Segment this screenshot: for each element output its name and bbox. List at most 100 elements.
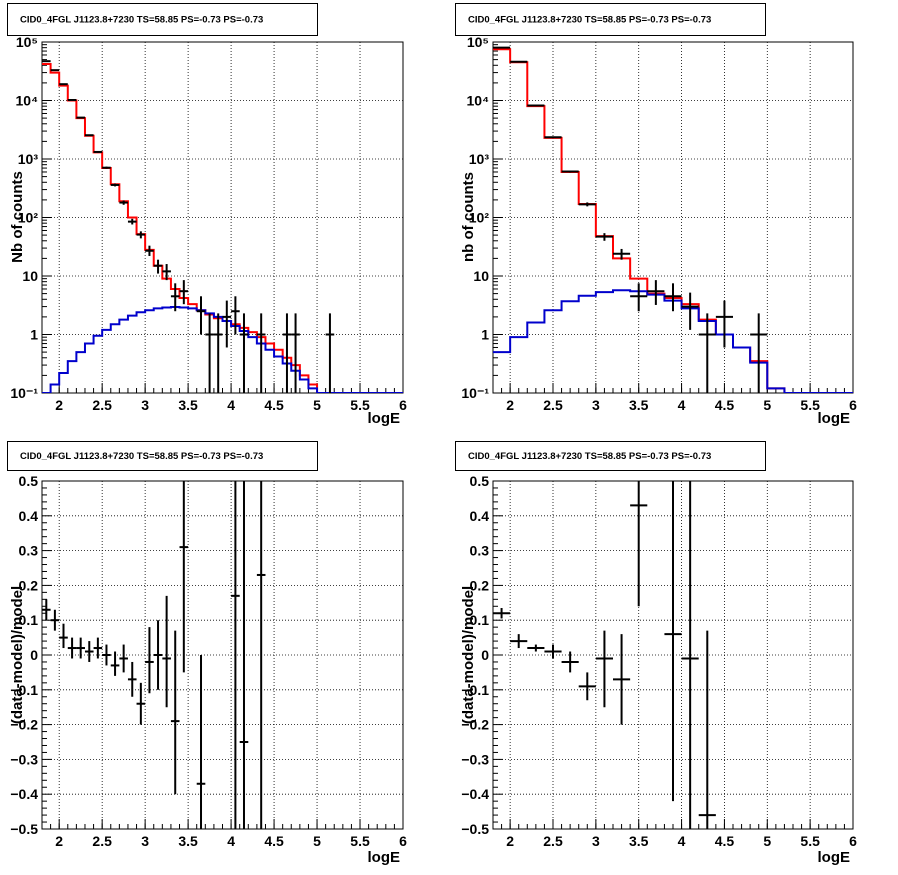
data-point <box>145 627 154 694</box>
y-tick-label: 10⁵ <box>16 34 38 50</box>
y-tick-label: 10 <box>473 268 489 284</box>
x-tick-label: 2 <box>55 833 63 849</box>
data-point <box>613 634 631 725</box>
y-axis-label: nb of counts <box>460 172 477 262</box>
x-tick-label: 5.5 <box>800 397 820 413</box>
data-point <box>510 60 528 63</box>
data-point <box>162 595 171 708</box>
x-tick-label: 2 <box>506 833 514 849</box>
y-tick-label: 10⁵ <box>467 34 489 50</box>
y-tick-label: 10³ <box>469 151 490 167</box>
x-axis-label: logE <box>368 410 401 427</box>
data-point <box>681 292 699 330</box>
histogram-source-model <box>493 289 853 393</box>
data-point <box>196 296 206 335</box>
data-point <box>170 630 180 795</box>
data-point <box>698 630 716 829</box>
data-point <box>698 313 716 393</box>
y-tick-label: 10² <box>18 210 39 226</box>
data-point <box>110 651 120 676</box>
data-point <box>170 283 180 312</box>
chart-title: CID0_4FGL J1123.8+7230 TS=58.85 PS=-0.73… <box>20 15 263 26</box>
data-point <box>630 481 648 607</box>
chart-title-box: CID0_4FGL J1123.8+7230 TS=58.85 PS=-0.73… <box>7 3 318 36</box>
chart-title-frame <box>455 441 766 471</box>
y-tick-label: 10⁴ <box>16 93 39 109</box>
y-tick-label: −0.1 <box>10 682 38 698</box>
data-point <box>76 116 85 119</box>
y-tick-label: −0.5 <box>461 821 489 837</box>
data-point <box>127 218 137 225</box>
x-tick-label: 4 <box>678 833 686 849</box>
x-tick-label: 3 <box>592 833 600 849</box>
data-point <box>544 644 562 659</box>
data-point <box>67 98 77 101</box>
x-tick-label: 3.5 <box>629 833 649 849</box>
data-point <box>93 150 103 153</box>
data-point <box>493 608 511 619</box>
y-tick-label: 0.5 <box>470 473 490 489</box>
x-tick-label: 6 <box>399 833 407 849</box>
y-tick-label: 1 <box>30 327 38 343</box>
x-tick-label: 2.5 <box>543 833 563 849</box>
chart-title-box: CID0_4FGL J1123.8+7230 TS=58.85 PS=-0.73… <box>455 3 766 36</box>
y-tick-label: 0.2 <box>470 577 490 593</box>
chart-title: CID0_4FGL J1123.8+7230 TS=58.85 PS=-0.73… <box>468 15 711 26</box>
data-point <box>544 136 562 139</box>
data-point <box>630 283 648 312</box>
data-point <box>231 481 240 829</box>
x-tick-label: 2.5 <box>543 397 563 413</box>
y-tick-label: −0.4 <box>461 786 489 802</box>
y-tick-label: 0.5 <box>19 473 39 489</box>
y-tick-label: 0.3 <box>19 543 39 559</box>
data-point <box>715 300 733 348</box>
chart-title-box: CID0_4FGL J1123.8+7230 TS=58.85 PS=-0.73… <box>7 441 318 471</box>
y-tick-label: −0.2 <box>10 717 38 733</box>
x-tick-label: 2 <box>55 397 63 413</box>
chart-title: CID0_4FGL J1123.8+7230 TS=58.85 PS=-0.73… <box>20 451 263 462</box>
y-tick-label: 10⁻¹ <box>10 385 38 401</box>
x-axis-label: logE <box>368 849 401 866</box>
x-tick-label: 3 <box>141 833 149 849</box>
data-point <box>205 313 214 393</box>
data-point <box>282 313 292 393</box>
data-layer <box>42 60 403 393</box>
x-tick-label: 4.5 <box>715 397 735 413</box>
y-tick-label: 0 <box>30 647 38 663</box>
data-point <box>239 481 249 829</box>
x-tick-label: 6 <box>849 833 857 849</box>
data-point <box>222 300 232 348</box>
x-axis-label: logE <box>818 849 851 866</box>
data-point <box>239 313 249 393</box>
y-tick-label: −0.3 <box>10 751 38 767</box>
y-tick-label: 10³ <box>18 151 39 167</box>
data-point <box>84 134 94 137</box>
chart-title-frame <box>7 3 318 36</box>
data-point <box>578 202 596 207</box>
y-axis-label: Nb of counts <box>9 171 26 263</box>
data-point <box>527 644 545 652</box>
x-tick-label: 5.5 <box>350 833 370 849</box>
y-tick-label: 0.1 <box>470 612 490 628</box>
x-axis-label: logE <box>818 410 851 427</box>
data-point <box>76 637 85 659</box>
chart-panel-counts-left: CID0_4FGL J1123.8+7230 TS=58.85 PS=-0.73… <box>7 3 407 427</box>
x-tick-label: 5.5 <box>350 397 370 413</box>
data-point <box>213 313 223 393</box>
data-point <box>42 599 51 621</box>
y-tick-label: 0.4 <box>470 508 490 524</box>
x-tick-label: 3.5 <box>178 833 198 849</box>
x-tick-label: 4.5 <box>264 397 284 413</box>
x-tick-label: 5 <box>763 397 771 413</box>
data-point <box>578 672 596 701</box>
y-tick-label: 0.4 <box>19 508 39 524</box>
data-point <box>153 259 163 274</box>
data-point <box>136 231 146 239</box>
x-tick-label: 2 <box>506 397 514 413</box>
data-point <box>595 233 613 241</box>
x-tick-label: 4 <box>678 397 686 413</box>
y-tick-label: 0.3 <box>470 543 490 559</box>
x-tick-label: 5 <box>313 833 321 849</box>
y-tick-label: 0.1 <box>19 612 39 628</box>
